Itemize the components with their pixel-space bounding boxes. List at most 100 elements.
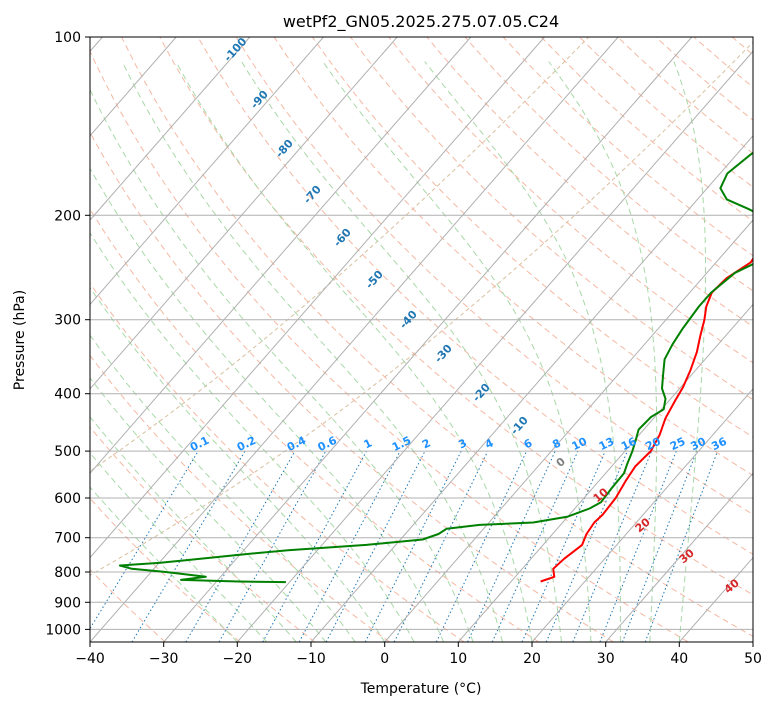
isotherm-line	[90, 37, 324, 306]
y-tick-label: 600	[54, 491, 81, 507]
isobars	[90, 37, 753, 630]
x-tick-label: 20	[523, 651, 541, 667]
x-axis-ticks: −40 −30 −20 −10 0 10 20 30 40 50	[75, 642, 762, 667]
mixing-ratio-line	[393, 450, 489, 642]
y-tick-label: 100	[54, 30, 81, 46]
dry-adiabat-line	[388, 37, 753, 364]
mixing-ratio-line	[185, 450, 296, 642]
x-tick-label: −30	[149, 651, 179, 667]
moist-adiabat-line	[90, 377, 327, 642]
mixing-ratio-line	[545, 450, 628, 642]
isotherm-line	[236, 50, 753, 642]
mixing-ratio-label: 13	[597, 435, 616, 453]
mixing-ratio-line	[467, 450, 556, 642]
plot-area: 0.1 0.2 0.4 0.6 1 1.5 2 3 4 6 8 10 13 16 20 25 30 36-100-…	[90, 37, 753, 642]
plot-frame	[89, 36, 754, 643]
mixing-ratio-label: 30	[689, 435, 709, 454]
mixing-ratio-line	[131, 450, 246, 642]
x-tick-label: −20	[223, 651, 253, 667]
x-tick-label: 40	[670, 651, 688, 667]
curved-reference-line	[90, 37, 590, 472]
isotherm-line	[90, 37, 472, 475]
mixing-ratio-line	[218, 450, 327, 642]
y-tick-label: 1000	[45, 622, 81, 638]
x-tick-label: 10	[449, 651, 467, 667]
plot-background	[90, 37, 753, 642]
mixing-ratio-label: 25	[668, 435, 687, 453]
y-tick-label: 400	[54, 387, 81, 403]
dry-adiabat-line	[90, 131, 614, 642]
x-tick-label: 30	[597, 651, 615, 667]
mixing-ratio-label: 16	[619, 435, 639, 454]
mixing-ratio-label: 10	[570, 435, 590, 454]
y-axis-label: Pressure (hPa)	[12, 290, 28, 390]
dry-adiabat-line	[90, 208, 540, 642]
moist-adiabat-line	[90, 167, 445, 642]
isotherm-line	[90, 37, 398, 390]
y-tick-label: 200	[54, 208, 81, 224]
x-tick-label: 0	[380, 651, 389, 667]
moist-adiabat-line	[121, 61, 503, 642]
dewpoint-line	[118, 151, 753, 584]
dry-adiabat-line	[502, 37, 753, 257]
curved-reference-lines	[90, 37, 753, 576]
dry-adiabat-line	[159, 37, 753, 596]
dry-adiabat-line	[121, 37, 753, 637]
y-tick-label: 700	[54, 531, 81, 547]
moist-adiabat-line	[90, 452, 268, 642]
moist-adiabat-line	[673, 61, 706, 642]
moist-adiabat-line	[90, 232, 415, 642]
isotherm-line	[457, 303, 753, 642]
mixing-ratio-label: 20	[643, 435, 663, 454]
x-tick-label: −10	[296, 651, 326, 667]
dry-adiabats	[90, 37, 753, 642]
mixing-ratio-lines	[90, 450, 719, 642]
dry-adiabat-line	[90, 50, 689, 642]
moist-adiabats	[90, 61, 706, 642]
y-axis-ticks: 100 200 300 400 500 600 700 800 900 1000	[45, 30, 90, 638]
sounding-series	[118, 151, 753, 584]
temperature-line	[540, 257, 753, 583]
moist-adiabat-line	[548, 61, 658, 642]
moist-adiabat-line	[241, 61, 562, 642]
isotherm-line	[531, 388, 753, 642]
moist-adiabat-line	[175, 61, 533, 642]
dry-adiabat-line	[349, 37, 753, 401]
isotherm-line	[384, 219, 753, 642]
dry-adiabat-line	[90, 282, 465, 642]
dry-adiabat-line	[235, 37, 753, 516]
isotherm-line	[605, 472, 753, 642]
dry-adiabat-line	[90, 354, 390, 642]
y-tick-label: 900	[54, 595, 81, 611]
moist-adiabat-line	[322, 61, 592, 642]
isotherm-line	[163, 37, 693, 642]
curved-reference-line	[90, 41, 753, 576]
dry-adiabat-line	[273, 37, 753, 477]
y-tick-label: 800	[54, 565, 81, 581]
moist-adiabat-line	[424, 61, 621, 642]
moist-adiabat-line	[90, 286, 386, 642]
moist-adiabat-line	[90, 486, 238, 642]
isotherm-line	[90, 37, 545, 559]
moist-adiabat-line	[90, 334, 356, 642]
isotherm-line	[90, 37, 619, 642]
dry-adiabat-line	[90, 426, 316, 642]
dry-adiabat-line	[464, 37, 753, 292]
mixing-ratio-line	[521, 450, 606, 642]
chart-title: wetPf2_GN05.2025.275.07.05.C24	[283, 12, 559, 32]
moist-adiabat-line	[90, 88, 474, 642]
mixing-ratio-line	[90, 450, 199, 630]
y-tick-label: 500	[54, 444, 81, 460]
dry-adiabat-line	[197, 37, 753, 555]
x-tick-label: −40	[75, 651, 105, 667]
x-axis-label: Temperature (°C)	[360, 681, 482, 697]
mixing-ratio-line	[491, 450, 579, 642]
x-tick-label: 50	[744, 651, 762, 667]
mixing-ratio-line	[572, 450, 653, 642]
isotherms	[90, 37, 753, 642]
mixing-ratio-line	[262, 450, 367, 642]
y-tick-label: 300	[54, 313, 81, 329]
dry-adiabat-line	[540, 37, 753, 222]
mixing-ratio-label: 36	[709, 435, 729, 454]
